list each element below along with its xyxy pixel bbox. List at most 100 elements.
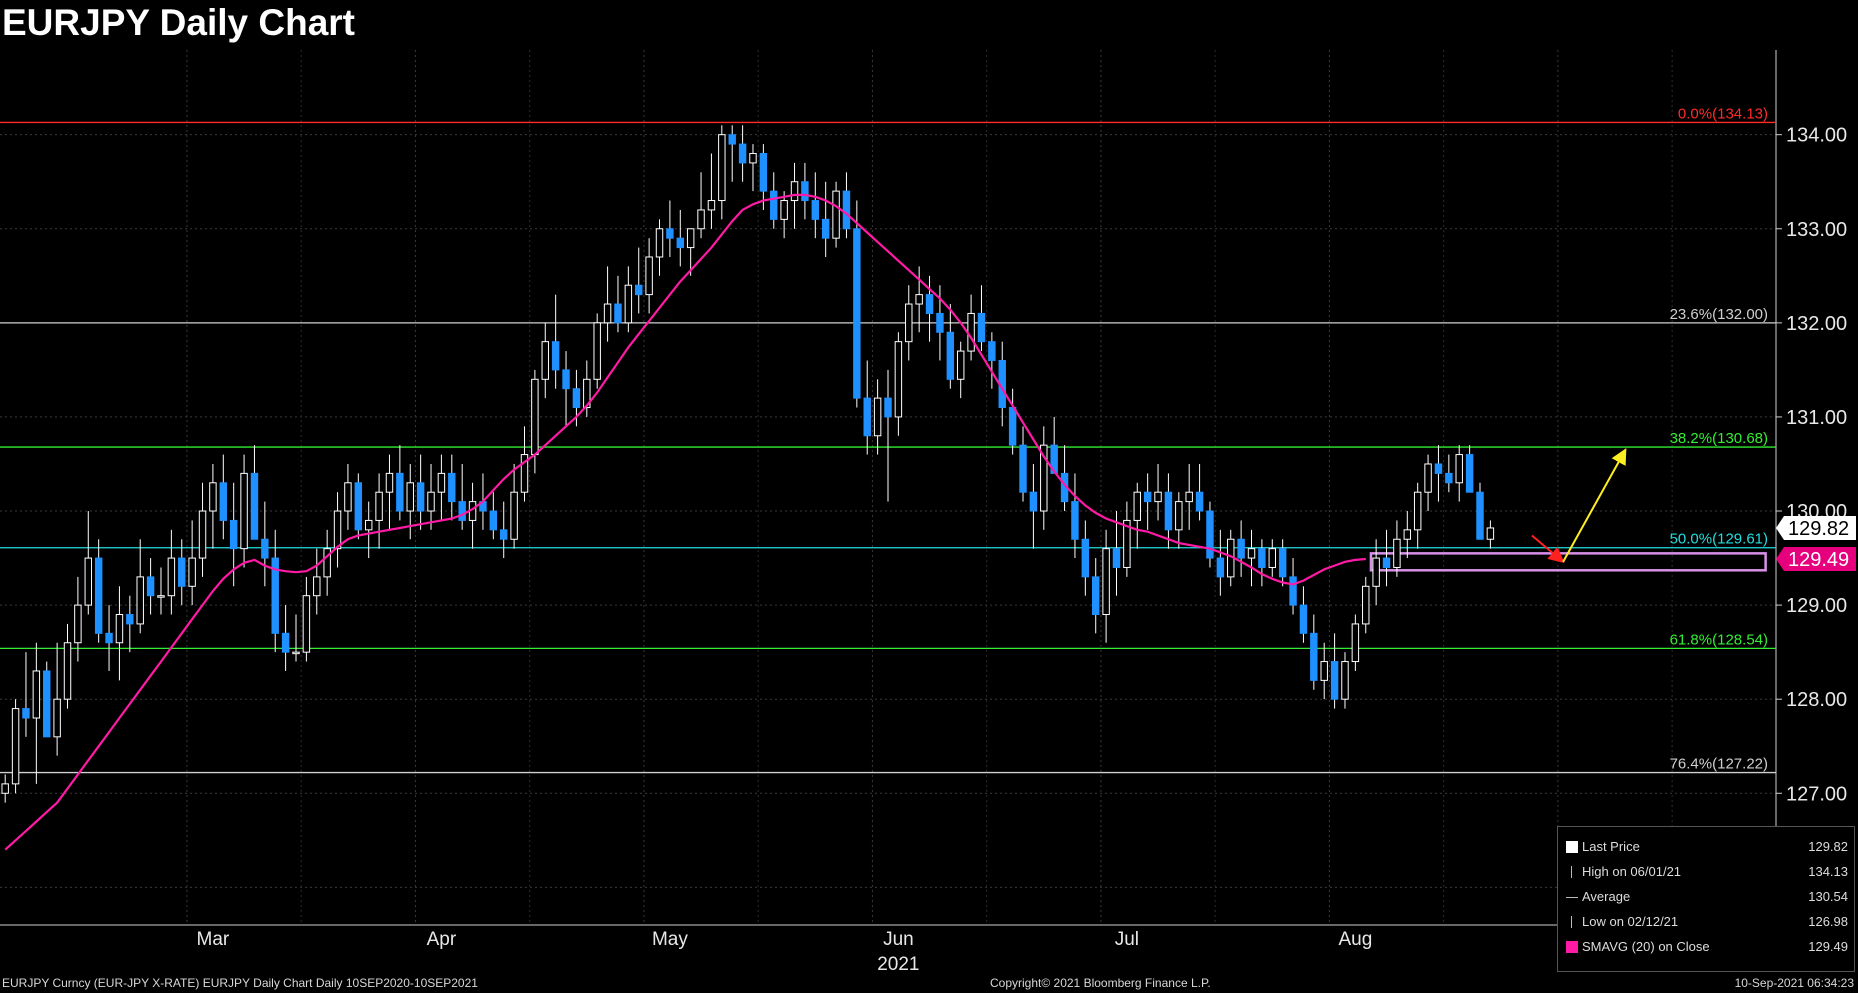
candle-down — [1091, 576, 1100, 616]
candle-up — [1372, 557, 1380, 587]
x-tick-label: Mar — [197, 929, 230, 950]
candle-down — [250, 472, 259, 540]
candle-up — [1424, 463, 1432, 493]
candle-down — [1206, 510, 1214, 559]
legend-swatch-icon — [1566, 841, 1578, 853]
candle-down — [1164, 491, 1173, 531]
candle-up — [1320, 661, 1328, 681]
candle-up — [583, 378, 591, 409]
legend-value: 130.54 — [1808, 889, 1848, 904]
candle-up — [645, 256, 653, 296]
candle-up — [11, 708, 20, 785]
legend-label: High on 06/01/21 — [1582, 864, 1682, 879]
candle-up — [967, 312, 975, 352]
candle-up — [780, 200, 788, 220]
candle-down — [489, 510, 498, 531]
legend-label: Average — [1582, 889, 1631, 904]
price-tag-box — [1776, 515, 1856, 540]
candle-down — [1278, 548, 1287, 578]
candle-up — [344, 482, 352, 512]
candle-up — [240, 472, 248, 550]
price-tag-label: 129.49 — [1788, 549, 1849, 571]
fib-level-value: (127.22) — [1712, 756, 1768, 773]
y-tick-label: 129.00 — [1786, 595, 1847, 617]
candle-up — [1403, 529, 1412, 540]
candle-down — [821, 218, 830, 239]
candle-up — [437, 472, 446, 493]
price-tag: 129.82 — [1776, 515, 1856, 540]
candle-up — [1154, 491, 1162, 503]
legend-row: Low on 02/12/21 126.98 — [1566, 914, 1848, 930]
candle-down — [499, 529, 508, 540]
candle-up — [115, 614, 124, 644]
legend-value: 134.13 — [1808, 864, 1848, 879]
fib-level-value: (132.00) — [1712, 306, 1768, 323]
candle-down — [1330, 661, 1339, 700]
candle-up — [1185, 491, 1193, 503]
support-zone — [1369, 552, 1767, 572]
candle-up — [333, 510, 342, 550]
price-tag-box — [1776, 547, 1856, 572]
x-year-label: 2021 — [877, 954, 919, 975]
candle-down — [946, 331, 955, 380]
fib-level-percent: 61.8% — [1670, 631, 1713, 648]
candle-up — [364, 519, 373, 531]
candle-up — [302, 595, 311, 653]
candle-up — [1175, 501, 1183, 531]
candle-down — [1445, 472, 1453, 484]
candle-down — [666, 228, 674, 239]
candle-up — [707, 200, 716, 211]
candle-up — [1102, 548, 1110, 616]
candle-down — [1216, 557, 1225, 578]
candle-down — [811, 200, 820, 220]
candle-up — [406, 482, 414, 512]
candle-down — [43, 670, 51, 738]
candle-down — [572, 388, 581, 409]
candle-down — [416, 482, 425, 512]
candle-down — [1289, 576, 1297, 606]
candle-down — [863, 397, 871, 437]
fib-level-percent: 23.6% — [1670, 306, 1713, 323]
candle-up — [915, 294, 923, 305]
fib-level-value: (128.54) — [1712, 631, 1768, 648]
legend-swatch-icon — [1571, 916, 1572, 928]
candle-down — [396, 472, 404, 512]
footer-timestamp: 10-Sep-2021 06:34:23 — [1734, 976, 1854, 990]
x-tick-label: Aug — [1338, 929, 1372, 950]
y-tick-label: 128.00 — [1786, 689, 1847, 711]
candle-down — [22, 708, 30, 719]
candle-up — [541, 341, 549, 380]
candle-up — [63, 642, 72, 700]
candle-up — [1123, 519, 1131, 568]
fib-level-label: 61.8%(128.54) — [1670, 631, 1768, 648]
y-tick-label: 134.00 — [1786, 125, 1847, 147]
candle-up — [1, 783, 9, 794]
candle-down — [842, 190, 851, 230]
candle-down — [1019, 444, 1027, 493]
fib-level-label: 0.0%(134.13) — [1678, 105, 1768, 122]
candle-up — [1268, 548, 1277, 568]
candle-down — [738, 143, 747, 164]
candle-down — [801, 181, 809, 202]
price-tag-label: 129.82 — [1788, 518, 1849, 540]
candle-down — [977, 312, 986, 343]
fib-level-value: (130.68) — [1712, 430, 1768, 447]
fib-level-label: 76.4%(127.22) — [1670, 756, 1768, 773]
candle-up — [1351, 623, 1360, 663]
candle-down — [281, 632, 290, 653]
candle-up — [157, 595, 165, 598]
y-tick-label: 127.00 — [1786, 783, 1847, 805]
candle-down — [229, 519, 238, 550]
legend-swatch-icon — [1566, 941, 1578, 953]
candle-up — [718, 134, 726, 202]
candle-up — [188, 557, 196, 587]
candle-up — [53, 698, 61, 738]
candle-up — [832, 190, 840, 239]
legend-row: Last Price 129.82 — [1566, 839, 1848, 855]
candle-down — [1050, 444, 1058, 474]
candle-down — [1029, 491, 1038, 512]
footer-copyright: Copyright© 2021 Bloomberg Finance L.P. — [990, 976, 1211, 990]
candle-up — [84, 557, 93, 606]
candle-up — [603, 303, 612, 324]
